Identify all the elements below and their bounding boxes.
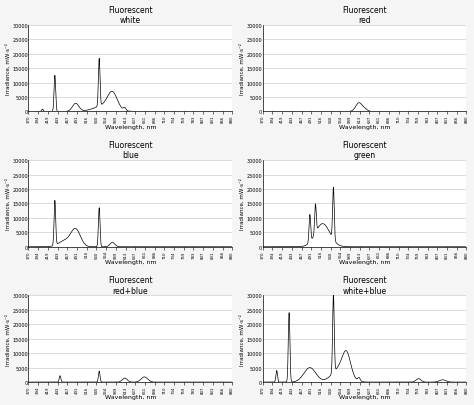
X-axis label: Wavelength, nm: Wavelength, nm (339, 260, 390, 264)
Title: Fluorescent
white+blue: Fluorescent white+blue (342, 275, 387, 295)
Y-axis label: Irradiance, mW·s⁻²: Irradiance, mW·s⁻² (240, 43, 245, 95)
Y-axis label: Irradiance, mW·s⁻²: Irradiance, mW·s⁻² (240, 178, 245, 230)
X-axis label: Wavelength, nm: Wavelength, nm (339, 394, 390, 399)
X-axis label: Wavelength, nm: Wavelength, nm (339, 124, 390, 130)
X-axis label: Wavelength, nm: Wavelength, nm (105, 124, 156, 130)
Title: Fluorescent
white: Fluorescent white (108, 6, 153, 25)
Y-axis label: Irradiance, mW·s⁻²: Irradiance, mW·s⁻² (6, 43, 11, 95)
Title: Fluorescent
green: Fluorescent green (342, 141, 387, 160)
X-axis label: Wavelength, nm: Wavelength, nm (105, 260, 156, 264)
Title: Fluorescent
blue: Fluorescent blue (108, 141, 153, 160)
Y-axis label: Irradiance, mW·s⁻²: Irradiance, mW·s⁻² (6, 313, 11, 365)
Y-axis label: Irradiance, mW·s⁻²: Irradiance, mW·s⁻² (240, 313, 245, 365)
X-axis label: Wavelength, nm: Wavelength, nm (105, 394, 156, 399)
Y-axis label: Irradiance, mW·s⁻²: Irradiance, mW·s⁻² (6, 178, 11, 230)
Title: Fluorescent
red+blue: Fluorescent red+blue (108, 275, 153, 295)
Title: Fluorescent
red: Fluorescent red (342, 6, 387, 25)
